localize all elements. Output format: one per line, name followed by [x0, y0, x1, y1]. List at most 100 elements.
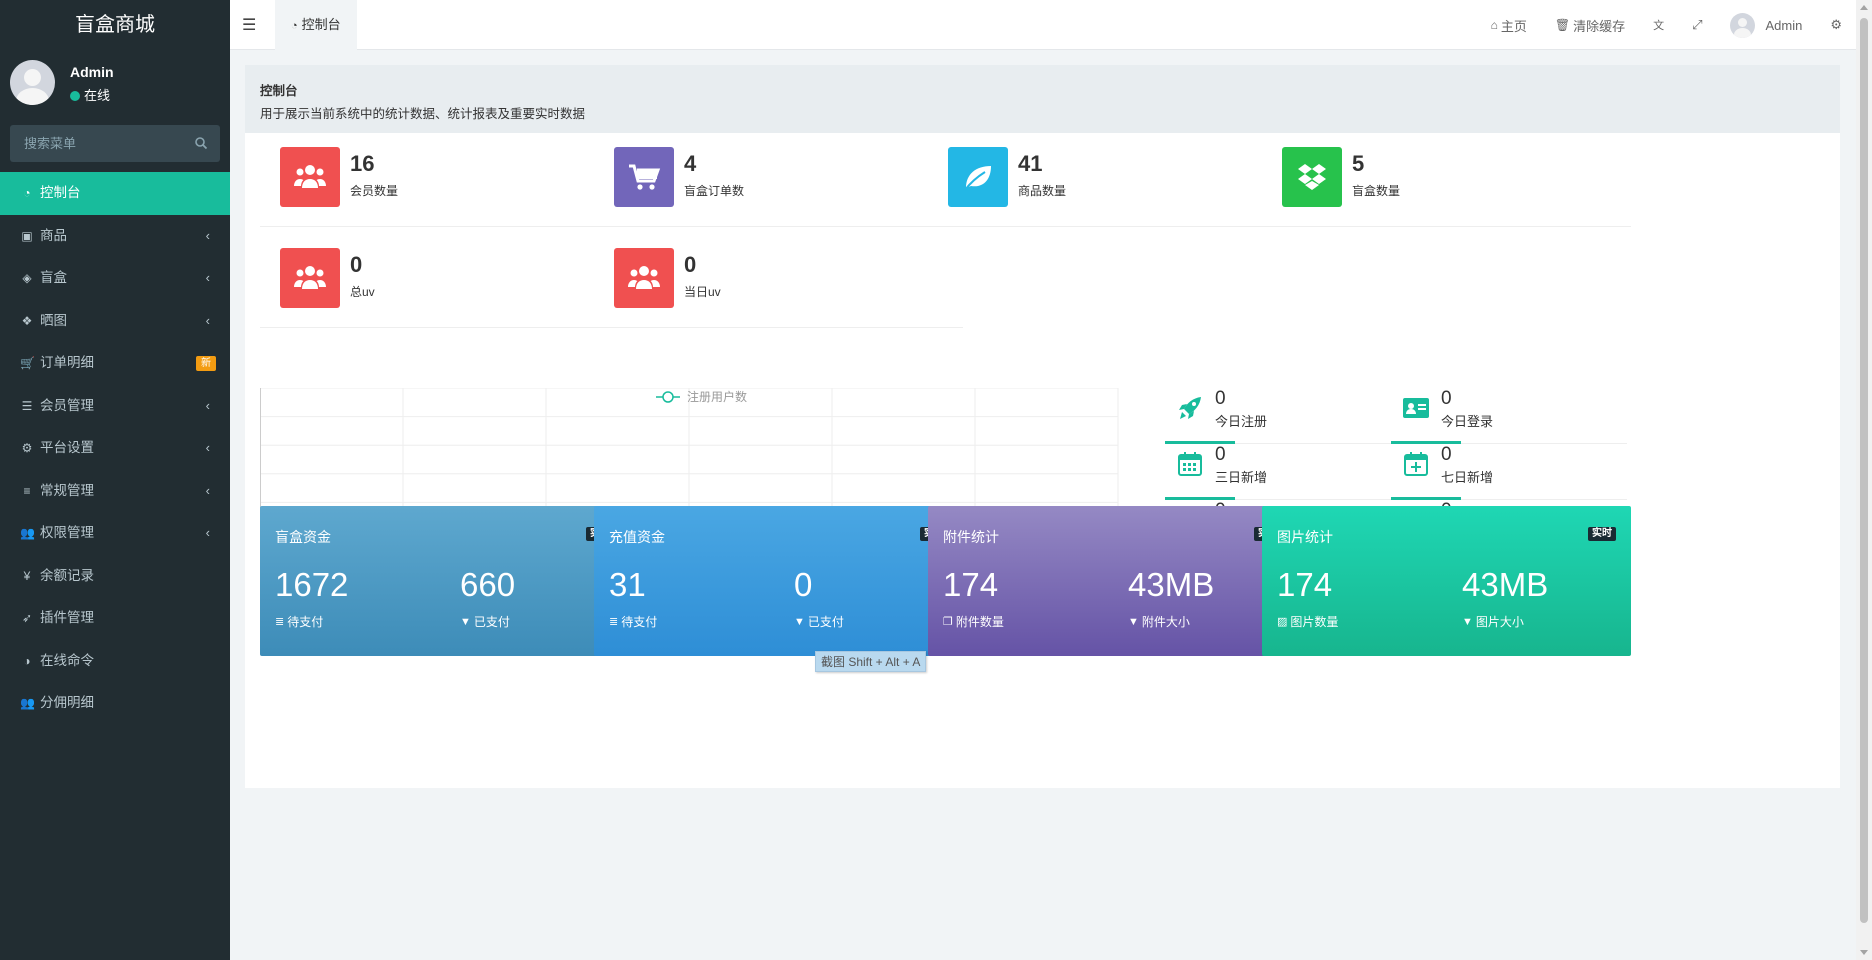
user-status: 在线: [70, 85, 110, 104]
shopping-bag-icon: ▣: [21, 228, 33, 243]
tab-label: 控制台: [301, 17, 341, 32]
users-icon: [280, 147, 340, 207]
card-label-text: 图片数量: [1290, 615, 1339, 629]
vertical-scrollbar[interactable]: [1856, 0, 1872, 960]
legend-marker: [662, 391, 674, 403]
stat-value: 16: [350, 151, 375, 176]
sidebar-item-label: 余额记录: [40, 567, 94, 583]
chevron-left-icon: ‹: [205, 482, 210, 498]
sidebar-item[interactable]: ➶ 插件管理: [0, 597, 230, 640]
sidebar-item-label: 常规管理: [40, 482, 94, 498]
app-logo-title[interactable]: 盲盒商城: [0, 0, 230, 50]
sidebar-item[interactable]: ◈ 盲盒 ‹: [0, 257, 230, 300]
filter-icon: ▼: [460, 615, 471, 628]
user-panel: Admin 在线: [0, 50, 230, 122]
rocket-icon: [1175, 393, 1205, 423]
card-value-secondary: 660: [460, 566, 516, 603]
sidebar-item-label: 权限管理: [40, 525, 94, 540]
card-label-text: 图片大小: [1475, 615, 1524, 629]
avatar: [1730, 12, 1756, 38]
language-button[interactable]: 文: [1653, 17, 1664, 33]
sidebar-item[interactable]: ◑ 在线命令: [0, 640, 230, 683]
admin-menu[interactable]: Admin: [1730, 12, 1803, 38]
card-value-secondary: 43MB: [1128, 566, 1215, 603]
sidebar-item[interactable]: ¥ 余额记录: [0, 555, 230, 598]
filter-icon: ▼: [1128, 615, 1139, 628]
database-icon: ≣: [275, 616, 285, 628]
dropbox-icon: ❖: [21, 313, 33, 328]
card-label-primary: ≣ 待支付: [275, 613, 323, 630]
top-navbar: ☰ ◔ 控制台 ⌂ 主页 🗑 清除缓存 文 ⤢ Admin ⚙: [230, 0, 1856, 50]
new-badge: 新: [196, 356, 216, 371]
chevron-left-icon: ‹: [205, 525, 210, 540]
cube-icon: ◈: [22, 271, 32, 285]
id-card-icon: [1401, 393, 1431, 423]
sidebar-item-label: 插件管理: [40, 610, 94, 625]
stat-box: 0 总uv: [260, 228, 629, 328]
scroll-down-icon[interactable]: [1860, 950, 1868, 955]
card-value-primary: 1672: [275, 566, 349, 603]
card-value-secondary: 43MB: [1462, 566, 1549, 603]
top-right-nav: ⌂ 主页 🗑 清除缓存 文 ⤢ Admin ⚙: [1477, 0, 1856, 50]
sidebar-item[interactable]: 👥 分佣明细: [0, 682, 230, 725]
mini-stat-bar: [1165, 441, 1235, 444]
menu-toggle-icon[interactable]: ☰: [242, 17, 257, 34]
chevron-left-icon: ‹: [205, 270, 210, 285]
stat-box: 41 商品数量: [928, 127, 1297, 227]
scroll-up-icon[interactable]: [1860, 5, 1868, 10]
realtime-badge: 实时: [1588, 527, 1616, 541]
mini-stat: 0 三日新增: [1165, 444, 1401, 500]
stat-label: 商品数量: [1018, 184, 1067, 198]
admin-label: Admin: [1765, 17, 1803, 33]
users-icon: 👥: [20, 696, 35, 710]
stat-label: 会员数量: [350, 184, 399, 198]
card-label-secondary: ▼ 图片大小: [1462, 613, 1524, 630]
sidebar: 盲盒商城 Admin 在线 ◔ 控制台 ▣ 商品 ‹ ◈ 盲盒 ‹ ❖ 晒图 ‹ 🛒 订单明细 新 ☰ 会员管…: [0, 0, 230, 960]
sidebar-item[interactable]: ❖ 晒图 ‹: [0, 300, 230, 343]
card-title: 附件统计: [943, 529, 999, 545]
filter-icon: ▼: [1462, 615, 1473, 628]
rocket-icon: ➶: [21, 611, 33, 625]
summary-card: 图片统计 实时 174 ▨ 图片数量 43MB ▼ 图片大小: [1262, 506, 1631, 656]
sidebar-item[interactable]: ◔ 控制台: [0, 172, 230, 215]
users-icon: 👥: [20, 526, 35, 540]
sidebar-item[interactable]: ▣ 商品 ‹: [0, 215, 230, 258]
gear-icon: ⚙: [21, 441, 33, 455]
user-name: Admin: [70, 64, 114, 80]
cart-icon: [614, 147, 674, 207]
mini-stat: 0 今日登录: [1391, 388, 1627, 444]
mini-stat-bar: [1165, 497, 1235, 500]
page-title: 控制台: [260, 84, 298, 98]
fullscreen-button[interactable]: ⤢: [1692, 17, 1702, 33]
sidebar-item[interactable]: 🛒 订单明细 新: [0, 342, 230, 385]
settings-button[interactable]: ⚙: [1830, 17, 1842, 33]
half-circle-icon: ◑: [23, 653, 31, 668]
sidebar-item[interactable]: 👥 权限管理 ‹: [0, 512, 230, 555]
mini-stat-bar: [1391, 497, 1461, 500]
mini-stat: 0 今日注册: [1165, 388, 1401, 444]
stat-label: 盲盒订单数: [684, 184, 745, 198]
sidebar-item[interactable]: ⚙ 平台设置 ‹: [0, 427, 230, 470]
search-input[interactable]: [10, 125, 190, 162]
dashboard-icon: ◔: [23, 186, 31, 200]
sidebar-item[interactable]: ☰ 会员管理 ‹: [0, 385, 230, 428]
sidebar-item[interactable]: ≡ 常规管理 ‹: [0, 470, 230, 513]
stat-label: 盲盒数量: [1352, 184, 1401, 198]
card-value-primary: 31: [609, 566, 646, 603]
sidebar-item-label: 在线命令: [40, 652, 94, 668]
tab-dashboard[interactable]: ◔ 控制台: [275, 0, 357, 50]
scrollbar-thumb[interactable]: [1860, 18, 1868, 923]
card-label-text: 待支付: [287, 615, 324, 629]
mini-stat-label: 今日登录: [1441, 414, 1494, 429]
online-dot-icon: [70, 91, 80, 101]
sidebar-menu: ◔ 控制台 ▣ 商品 ‹ ◈ 盲盒 ‹ ❖ 晒图 ‹ 🛒 订单明细 新 ☰ 会员管理 ‹ ⚙ 平台设置 ‹ ≡ 常规管理 ‹…: [0, 172, 230, 725]
sidebar-item-label: 控制台: [40, 185, 81, 200]
home-link[interactable]: ⌂ 主页: [1491, 16, 1527, 35]
clear-cache-button[interactable]: 🗑 清除缓存: [1555, 16, 1625, 35]
search-icon[interactable]: [194, 136, 208, 150]
stat-value: 4: [684, 151, 697, 176]
card-label-text: 已支付: [807, 615, 844, 629]
cart-icon: 🛒: [20, 356, 35, 370]
home-icon: ⌂: [1490, 18, 1498, 32]
